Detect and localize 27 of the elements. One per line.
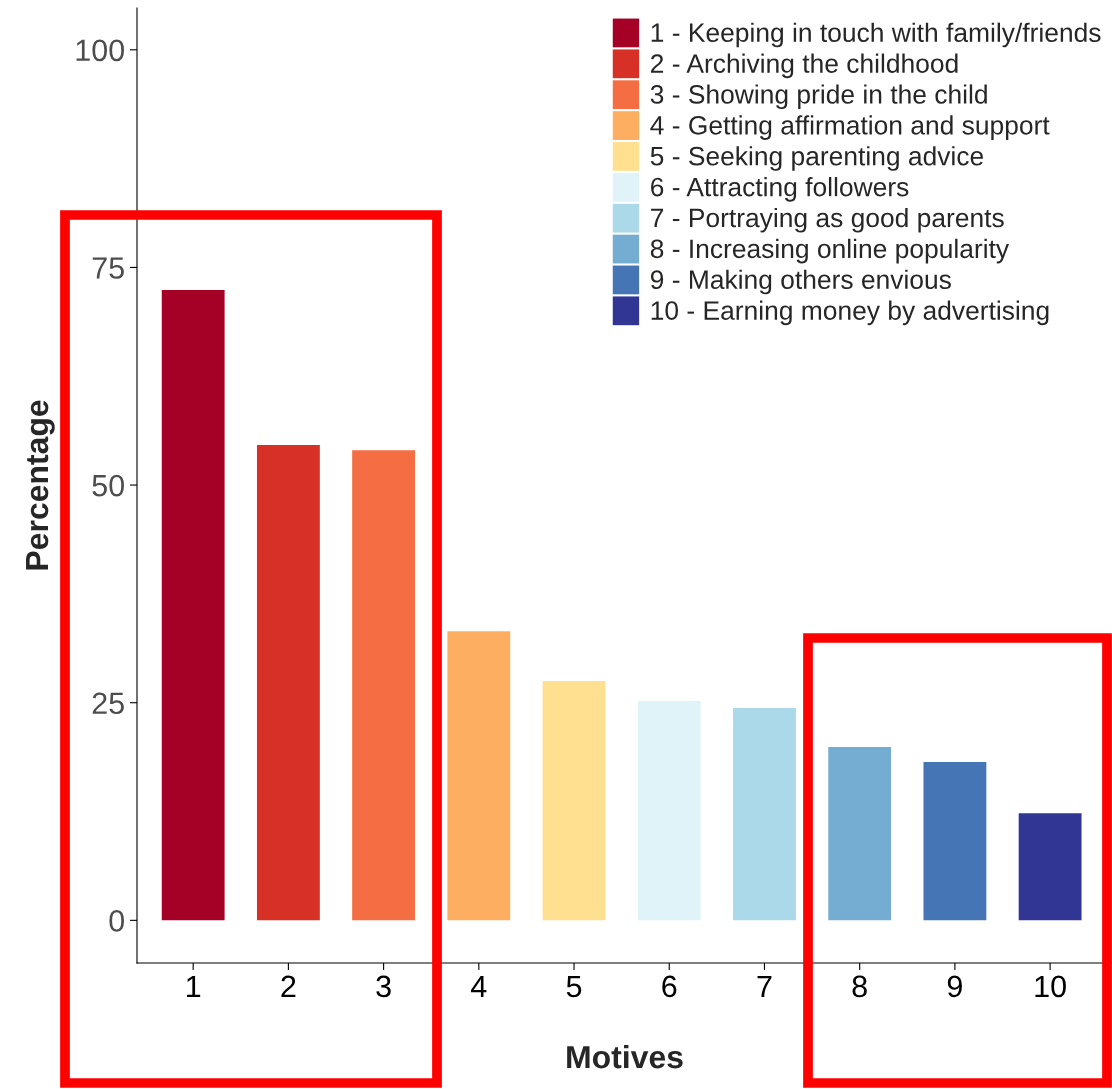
x-axis-title: Motives: [567, 1044, 683, 1069]
x-tick-label: 9: [947, 975, 962, 998]
legend-label: 9 - Making others envious: [650, 269, 951, 295]
x-tick-label: 4: [471, 975, 487, 997]
y-tick-label: 50: [92, 474, 124, 497]
x-tick-label: 6: [662, 975, 677, 998]
y-tick-label: 75: [92, 257, 124, 279]
legend-label: 10 - Earning money by advertising: [651, 300, 1049, 326]
x-tick-label: 8: [852, 975, 867, 998]
legend-label: 4 - Getting affirmation and support: [650, 115, 1050, 140]
x-tick-label: 5: [566, 975, 582, 998]
x-tick-label: 3: [376, 975, 391, 998]
legend-label: 1 - Keeping in touch with family/friends: [651, 22, 1101, 48]
legend-label: 3 - Showing pride in the child: [650, 84, 987, 109]
legend-label: 6 - Attracting followers: [651, 177, 909, 202]
legend-label: 8 - Increasing online popularity: [650, 238, 1010, 264]
x-tick-label: 7: [757, 975, 772, 997]
y-tick-label: 25: [92, 692, 124, 715]
legend-label: 2 - Archiving the childhood: [651, 53, 958, 79]
x-tick-label: 2: [281, 975, 296, 997]
x-tick-label: 10: [1035, 975, 1066, 998]
legend-label: 7 - Portraying as good parents: [651, 207, 1004, 233]
legend-label: 5 - Seeking parenting advice: [650, 146, 984, 171]
x-tick-label: 1: [187, 975, 201, 997]
y-tick-label: 0: [109, 910, 124, 932]
y-axis-title: Percentage: [26, 400, 55, 570]
y-tick-label: 100: [76, 39, 124, 62]
